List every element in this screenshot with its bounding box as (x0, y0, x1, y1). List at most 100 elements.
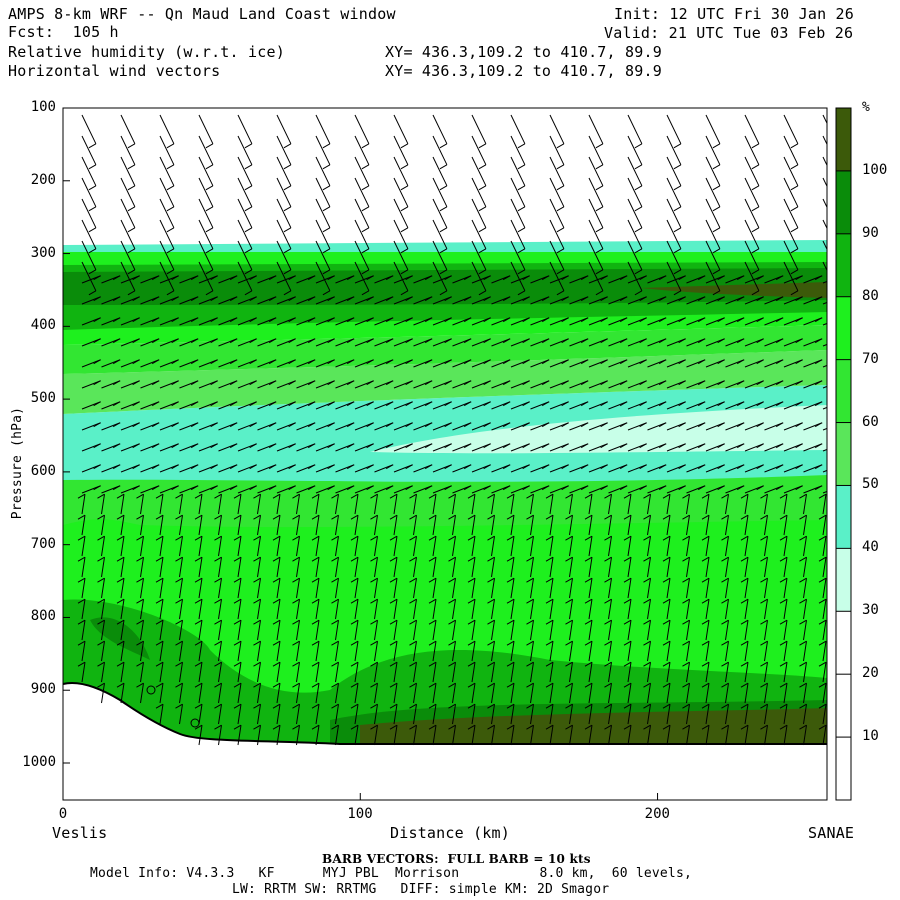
wind-barb-flag (584, 703, 593, 709)
wind-barb-flag (712, 290, 721, 296)
wind-barb-flag (439, 185, 448, 191)
wind-barb-flag (526, 577, 534, 583)
wind-barb (471, 114, 487, 145)
wind-barb-flag (171, 443, 179, 449)
wind-barb-flag (658, 401, 667, 407)
terrain-surface-line (62, 682, 827, 745)
wind-barb (198, 578, 203, 599)
wind-barb (549, 494, 554, 515)
wind-barb (822, 427, 827, 431)
wind-barb-flag (409, 598, 417, 604)
wind-barb-flag (623, 493, 632, 499)
wind-barb-flag (775, 317, 784, 323)
wind-barb-flag (619, 359, 628, 365)
wind-barb-flag (444, 422, 452, 428)
wind-barb-flag (580, 401, 589, 407)
wind-barb-flag (112, 296, 121, 302)
wind-barb-flag (580, 422, 589, 428)
wind-barb-flag (97, 661, 105, 667)
wind-barb-flag (331, 598, 339, 604)
wind-barb-flag (93, 464, 101, 470)
wind-barb-flag (580, 464, 589, 470)
wind-barb (803, 599, 807, 620)
wind-barb-flag (171, 380, 179, 386)
wind-barb (276, 683, 281, 704)
wind-barb (257, 641, 261, 662)
wind-barb (432, 219, 448, 250)
wind-barb-flag (249, 422, 257, 428)
wind-barb (491, 620, 495, 641)
wind-barb-flag (292, 493, 300, 499)
wind-barb (822, 557, 827, 578)
wind-barb (237, 114, 253, 145)
wind-barb-flag (580, 443, 589, 449)
wind-barb (354, 641, 359, 662)
wind-barb (393, 219, 409, 250)
wind-barb (666, 114, 682, 145)
wind-barb-flag (639, 443, 647, 449)
wind-barb-flag (623, 703, 632, 709)
wind-barb (354, 515, 359, 536)
wind-barb-flag (88, 290, 97, 296)
wind-barb-flag (127, 143, 136, 149)
wind-barb (296, 620, 300, 641)
wind-barb-flag (795, 359, 803, 365)
wind-barb (783, 114, 799, 145)
wind-barb (822, 683, 827, 704)
wind-barb-flag (600, 317, 608, 323)
wind-barb-flag (561, 338, 569, 344)
wind-barb (549, 219, 565, 250)
wind-barb (452, 515, 456, 536)
wind-barb-flag (210, 485, 218, 491)
wind-barb-flag (93, 359, 101, 365)
wind-barb-flag (268, 275, 277, 281)
wind-barb-flag (799, 535, 807, 541)
wind-barb-flag (526, 640, 534, 646)
wind-barb-flag (717, 443, 725, 449)
wind-barb-flag (214, 640, 222, 646)
wind-barb-flag (619, 443, 628, 449)
wind-barb-flag (697, 338, 706, 344)
wind-barb (276, 156, 292, 187)
wind-barb-flag (595, 143, 604, 149)
wind-barb-flag (93, 275, 101, 281)
wind-barb-flag (112, 464, 121, 470)
wind-barb-flag (389, 598, 398, 604)
wind-barb-flag (506, 619, 515, 625)
wind-barb (510, 114, 526, 145)
wind-barb-flag (545, 535, 554, 541)
wind-barb-flag (814, 317, 823, 323)
wind-barb-flag (444, 464, 452, 470)
wind-barb-flag (717, 359, 725, 365)
wind-barb (744, 156, 760, 187)
wind-barb-flag (561, 296, 569, 302)
wind-barb (237, 240, 253, 271)
wind-barb-flag (166, 290, 175, 296)
wind-barb (354, 198, 370, 229)
wind-barb (81, 261, 97, 292)
wind-barb (159, 219, 175, 250)
wind-barb-flag (346, 359, 355, 365)
wind-barb (822, 704, 827, 725)
wind-barb-flag (658, 359, 667, 365)
wind-barb-flag (444, 485, 452, 491)
wind-barb (744, 683, 749, 704)
wind-barb-flag (580, 275, 589, 281)
wind-barb-flag (634, 227, 643, 233)
wind-barb-flag (775, 422, 784, 428)
wind-barb-flag (233, 682, 242, 688)
wind-barb-flag (327, 401, 335, 407)
wind-barb (120, 536, 125, 557)
wind-barb (296, 599, 300, 620)
wind-barb (705, 599, 710, 620)
wind-barb (159, 156, 175, 187)
wind-barb (608, 620, 612, 641)
wind-barb-flag (116, 577, 125, 583)
wind-barb-flag (721, 640, 729, 646)
wind-barb-flag (405, 380, 413, 386)
wind-barb-flag (736, 401, 745, 407)
wind-barb (530, 515, 534, 536)
wind-barb-flag (717, 422, 725, 428)
wind-barb-flag (253, 514, 261, 520)
